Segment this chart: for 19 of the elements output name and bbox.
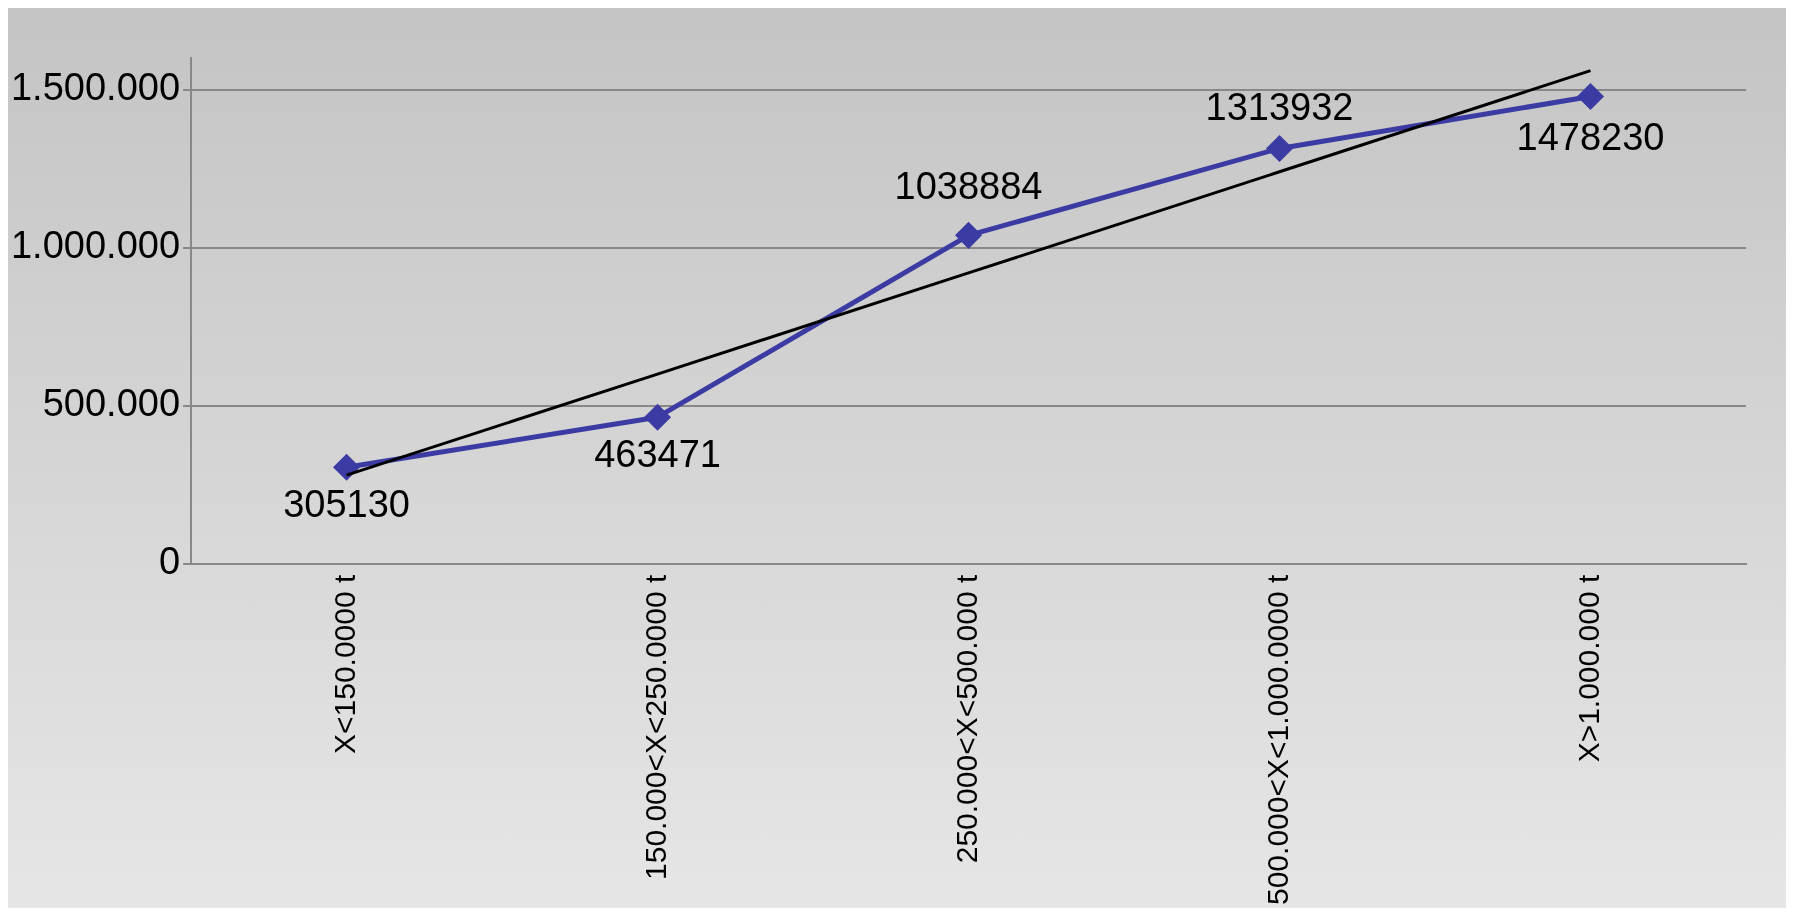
x-tick-label: X<150.0000 t [327,574,361,755]
x-tick-label: X>1.000.000 t [1571,574,1605,763]
data-label: 305130 [283,482,410,525]
data-label: 1038884 [894,164,1043,207]
data-label: 1313932 [1205,85,1354,128]
y-tick-label: 500.000 [42,382,181,425]
point [645,404,671,430]
data-label: 1478230 [1516,115,1665,158]
data-label: 463471 [594,432,721,475]
x-tick-label: 250.000<X<500.000 t [949,574,983,864]
x-tick-label: 500.000<X<1.000.0000 t [1260,574,1294,905]
y-tick-label: 1.500.000 [10,66,181,109]
point [1267,135,1293,161]
point [1578,83,1604,109]
y-tick-label: 0 [158,540,181,583]
point [334,454,360,480]
y-tick-label: 1.000.000 [10,224,181,267]
point [956,222,982,248]
x-tick-label: 150.000<X<250.0000 t [638,574,672,880]
